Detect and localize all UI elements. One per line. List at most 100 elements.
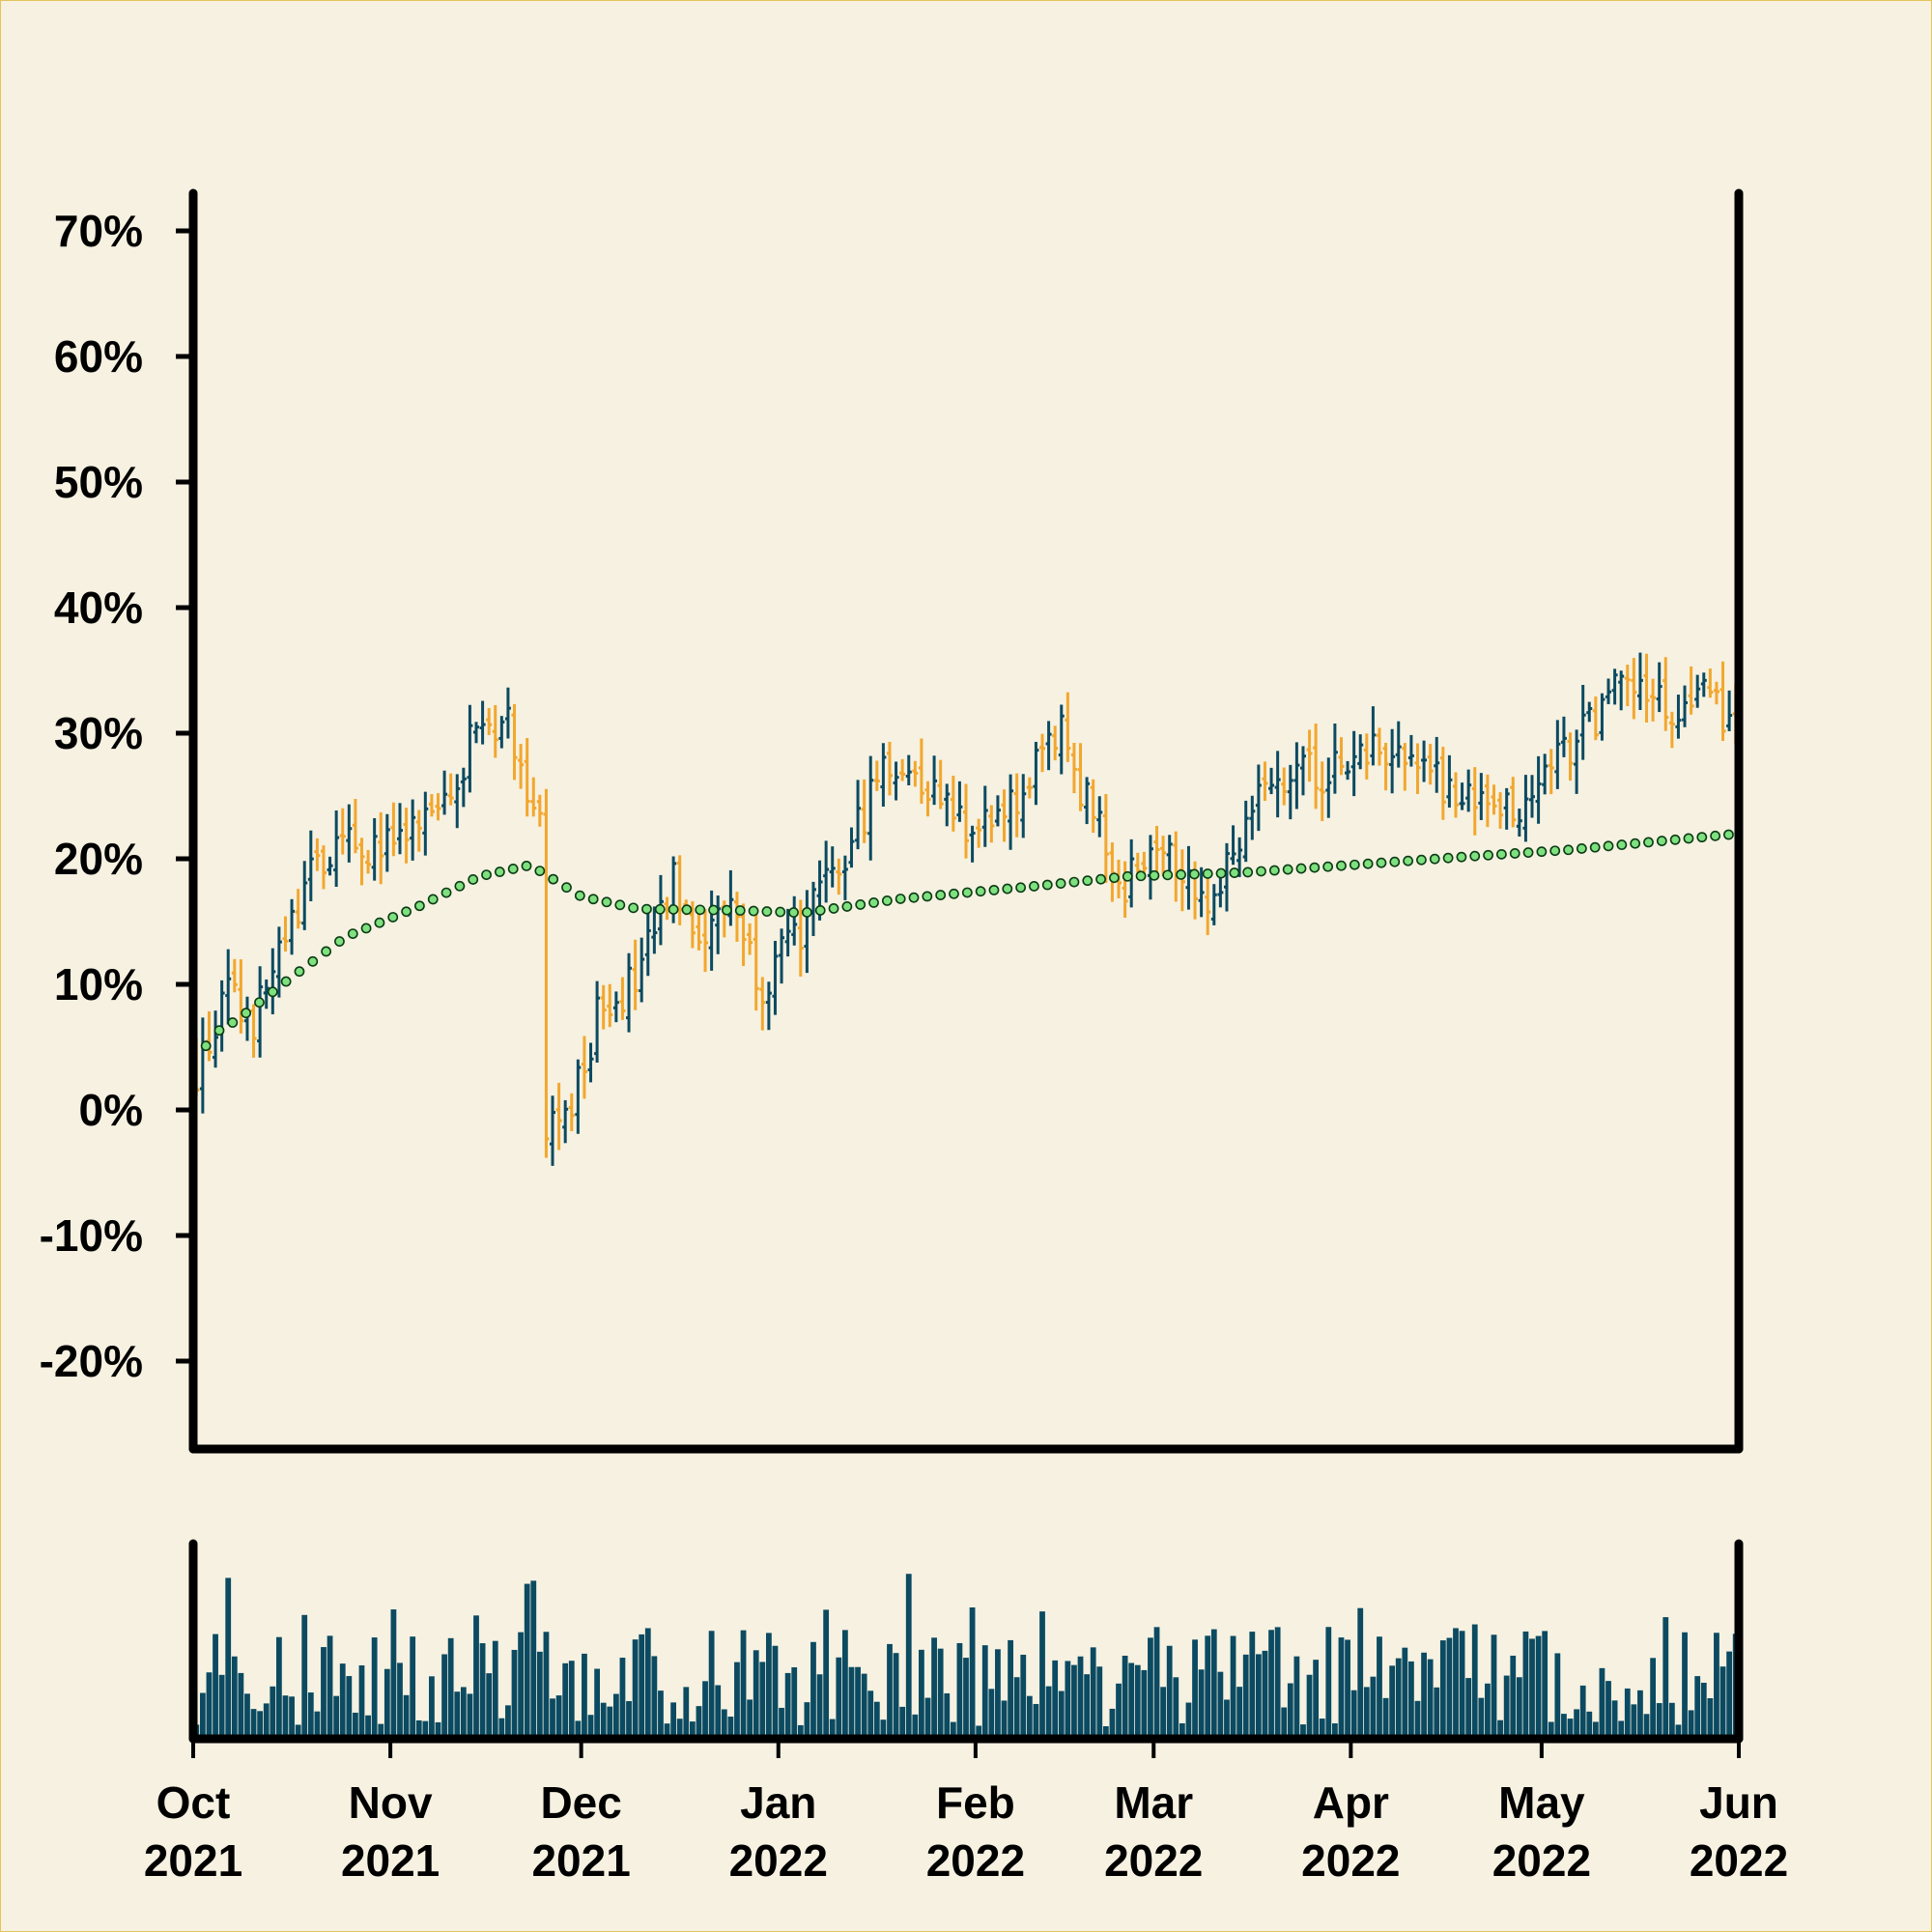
ohlc-bar-down	[282, 916, 289, 952]
volume-bar	[1592, 1721, 1599, 1735]
ohlc-bar-up	[791, 895, 798, 946]
volume-bar	[301, 1614, 308, 1735]
x-tick-label-month: Jan	[740, 1777, 816, 1828]
volume-bar	[765, 1633, 772, 1735]
ohlc-bar-down	[1039, 733, 1046, 773]
ohlc-bar-up	[1020, 774, 1027, 838]
ohlc-bar-up	[1421, 740, 1428, 782]
ohlc-bar-down	[1452, 772, 1459, 818]
ma-point	[1256, 866, 1266, 877]
ohlc-bar-down	[950, 775, 956, 832]
ma-point	[1509, 848, 1520, 859]
ohlc-bar-up	[1350, 730, 1357, 797]
ma-point	[1162, 869, 1174, 881]
volume-bar	[263, 1703, 270, 1735]
ohlc-bar-up	[880, 743, 887, 807]
ohlc-bar-down	[1102, 793, 1109, 884]
ma-point	[440, 887, 452, 898]
volume-bar	[550, 1698, 555, 1735]
volume-bar	[734, 1662, 740, 1735]
ma-point	[761, 906, 773, 917]
x-tick-label-year: 2022	[926, 1835, 1025, 1886]
ma-point	[1429, 853, 1440, 865]
volume-bar	[1485, 1683, 1491, 1735]
volume-bar	[1141, 1669, 1148, 1735]
volume-bar	[1173, 1677, 1179, 1735]
volume-bar	[1268, 1630, 1274, 1735]
ohlc-bar-down	[1662, 657, 1669, 731]
x-tick-label-year: 2022	[729, 1835, 828, 1886]
ohlc-bar-down	[600, 984, 607, 1030]
volume-bar	[1434, 1687, 1440, 1735]
ohlc-bar-down	[1338, 737, 1345, 776]
volume-bar	[378, 1723, 384, 1735]
ohlc-bar-down	[530, 777, 537, 817]
volume-bar	[1033, 1703, 1039, 1735]
ohlc-bar-up	[1033, 742, 1039, 806]
volume-bar	[836, 1657, 842, 1735]
ohlc-bar-up	[467, 704, 473, 793]
ma-point	[241, 1008, 252, 1019]
ma-point	[1576, 843, 1587, 854]
volume-bar	[1503, 1675, 1510, 1735]
volume-bar	[976, 1725, 982, 1735]
volume-bar	[397, 1662, 403, 1735]
ohlc-bar-up	[715, 895, 722, 954]
ohlc-bar-down	[702, 908, 709, 973]
ma-point	[1389, 856, 1401, 867]
ma-point	[213, 1025, 225, 1037]
volume-bar	[861, 1673, 867, 1735]
volume-bar	[919, 1649, 924, 1735]
ma-point	[507, 864, 519, 874]
ohlc-bar-up	[1045, 721, 1052, 771]
ma-point	[1135, 870, 1147, 882]
ma-point	[935, 890, 947, 900]
ohlc-bar-up	[199, 1017, 206, 1114]
ohlc-bar-up	[384, 813, 390, 872]
ohlc-bar-down	[676, 855, 683, 925]
ma-point	[1403, 855, 1414, 867]
ohlc-bar-up	[213, 1010, 219, 1068]
moving-average-series	[200, 829, 1734, 1052]
volume-bar	[779, 1707, 784, 1735]
ohlc-bar-down	[918, 738, 924, 805]
ohlc-bar-down	[320, 845, 327, 890]
ohlc-bar-up	[1599, 693, 1605, 741]
ohlc-bar-down	[250, 1004, 257, 1058]
ohlc-bar-down	[231, 958, 238, 993]
volume-bar	[607, 1706, 613, 1735]
x-tick-label-month: Oct	[156, 1777, 231, 1828]
ohlc-bar-down	[1439, 747, 1446, 820]
volume-bar	[1338, 1637, 1345, 1735]
y-tick-label: 40%	[54, 582, 143, 633]
ma-point	[868, 897, 879, 908]
volume-bar	[454, 1691, 461, 1735]
ma-point	[1469, 850, 1481, 862]
ohlc-bar-up	[1682, 685, 1689, 727]
ma-point	[521, 860, 532, 871]
ohlc-bar-down	[365, 849, 372, 874]
ohlc-bar-up	[1579, 685, 1586, 760]
ma-point	[601, 896, 612, 908]
volume-bar	[1185, 1702, 1192, 1735]
ohlc-bar-down	[352, 799, 358, 854]
ma-point	[1041, 879, 1053, 891]
volume-bar	[1255, 1654, 1262, 1735]
volume-bar	[1414, 1700, 1421, 1735]
ohlc-bar-down	[543, 788, 550, 1158]
ohlc-bar-up	[371, 818, 378, 881]
ohlc-bar-up	[1675, 695, 1682, 739]
ohlc-bar-up	[855, 780, 862, 850]
volume-bar	[498, 1718, 505, 1735]
ohlc-bar-up	[1574, 729, 1580, 794]
ohlc-bar-down	[912, 760, 919, 787]
ma-point	[1202, 868, 1213, 879]
volume-bar	[1624, 1688, 1631, 1735]
ma-point	[828, 903, 839, 914]
ohlc-bar-up	[784, 908, 791, 957]
volume-bar	[213, 1634, 218, 1735]
volume-bar	[1491, 1634, 1497, 1735]
volume-bar	[327, 1635, 333, 1735]
x-tick-label-month: Jun	[1699, 1777, 1778, 1828]
ohlc-bar-up	[1554, 720, 1561, 789]
